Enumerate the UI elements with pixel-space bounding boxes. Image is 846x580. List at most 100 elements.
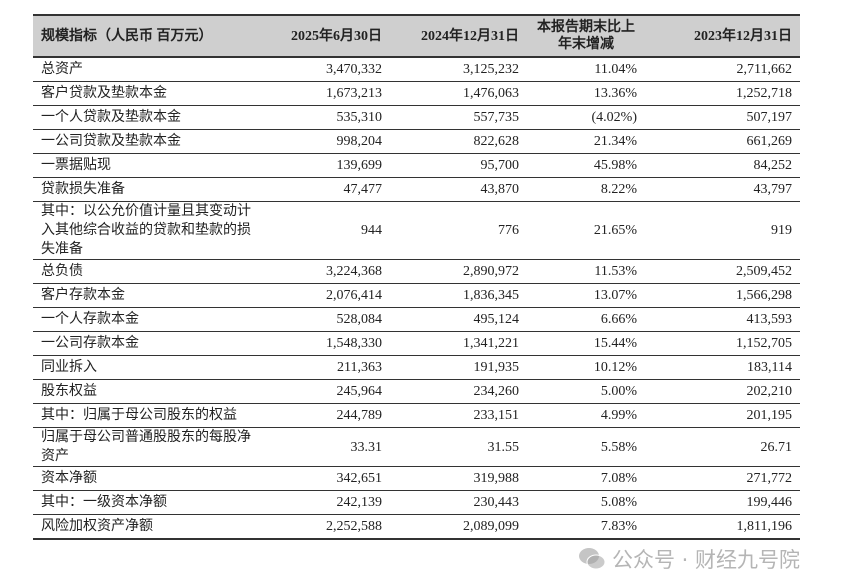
cell-value: 199,446 [645,490,800,515]
cell-value: 6.66% [527,307,645,332]
cell-value: 271,772 [645,466,800,491]
cell-value: 234,260 [390,379,527,404]
table-row: 同业拆入 211,363 191,935 10.12% 183,114 [33,355,800,380]
cell-value: 11.53% [527,259,645,284]
table-row: 资本净额 342,651 319,988 7.08% 271,772 [33,466,800,491]
cell-value: 47,477 [260,177,390,202]
cell-value: 528,084 [260,307,390,332]
table-row: 贷款损失准备 47,477 43,870 8.22% 43,797 [33,177,800,202]
cell-value: 15.44% [527,331,645,356]
cell-value: 2,089,099 [390,514,527,540]
header-indicator: 规模指标（人民币 百万元） [33,14,260,58]
cell-value: 21.34% [527,129,645,154]
cell-value: 211,363 [260,355,390,380]
cell-value: 507,197 [645,105,800,130]
row-label: 一公司存款本金 [33,331,260,356]
cell-value: 998,204 [260,129,390,154]
cell-value: 319,988 [390,466,527,491]
cell-value: 4.99% [527,403,645,428]
row-label: 一个人存款本金 [33,307,260,332]
cell-value: 31.55 [390,427,527,467]
table-row: 其中：一级资本净额 242,139 230,443 5.08% 199,446 [33,490,800,515]
cell-value: 43,797 [645,177,800,202]
row-label: 股东权益 [33,379,260,404]
cell-value: 13.36% [527,81,645,106]
cell-value: 233,151 [390,403,527,428]
table-row: 一公司贷款及垫款本金 998,204 822,628 21.34% 661,269 [33,129,800,154]
table-row: 客户贷款及垫款本金 1,673,213 1,476,063 13.36% 1,252,7… [33,81,800,106]
cell-value: 33.31 [260,427,390,467]
cell-value: 2,890,972 [390,259,527,284]
cell-value: 95,700 [390,153,527,178]
row-label: 客户存款本金 [33,283,260,308]
table-row: 一个人贷款及垫款本金 535,310 557,735 (4.02%) 507,197 [33,105,800,130]
header-2025-06-30: 2025年6月30日 [260,14,390,58]
cell-value: 5.00% [527,379,645,404]
row-label: 同业拆入 [33,355,260,380]
table-row: 归属于母公司普通股股东的每股净资产 33.31 31.55 5.58% 26.71 [33,427,800,467]
cell-value: 919 [645,201,800,260]
cell-value: 1,476,063 [390,81,527,106]
cell-value: 43,870 [390,177,527,202]
cell-value: 1,341,221 [390,331,527,356]
table-row: 风险加权资产净额 2,252,588 2,089,099 7.83% 1,811,196 [33,514,800,540]
table-row: 一票据贴现 139,699 95,700 45.98% 84,252 [33,153,800,178]
cell-value: 191,935 [390,355,527,380]
row-label: 一个人贷款及垫款本金 [33,105,260,130]
cell-value: 3,125,232 [390,57,527,82]
table-row: 总负债 3,224,368 2,890,972 11.53% 2,509,452 [33,259,800,284]
cell-value: (4.02%) [527,105,645,130]
cell-value: 342,651 [260,466,390,491]
cell-value: 242,139 [260,490,390,515]
cell-value: 84,252 [645,153,800,178]
wechat-icon [578,548,606,570]
cell-value: 244,789 [260,403,390,428]
cell-value: 2,252,588 [260,514,390,540]
row-label: 风险加权资产净额 [33,514,260,540]
row-label: 归属于母公司普通股股东的每股净资产 [33,427,260,467]
cell-value: 13.07% [527,283,645,308]
cell-value: 1,673,213 [260,81,390,106]
row-label: 资本净额 [33,466,260,491]
row-label: 贷款损失准备 [33,177,260,202]
cell-value: 1,152,705 [645,331,800,356]
cell-value: 5.58% [527,427,645,467]
cell-value: 26.71 [645,427,800,467]
cell-value: 11.04% [527,57,645,82]
row-label: 总负债 [33,259,260,284]
table-row: 一个人存款本金 528,084 495,124 6.66% 413,593 [33,307,800,332]
header-2024-12-31: 2024年12月31日 [390,14,527,58]
table-row: 其中：归属于母公司股东的权益 244,789 233,151 4.99% 201,195 [33,403,800,428]
table-header-row: 规模指标（人民币 百万元） 2025年6月30日 2024年12月31日 本报告… [33,14,800,58]
table-row: 客户存款本金 2,076,414 1,836,345 13.07% 1,566,298 [33,283,800,308]
cell-value: 202,210 [645,379,800,404]
table-row: 总资产 3,470,332 3,125,232 11.04% 2,711,662 [33,57,800,82]
cell-value: 7.83% [527,514,645,540]
cell-value: 822,628 [390,129,527,154]
row-label: 总资产 [33,57,260,82]
cell-value: 45.98% [527,153,645,178]
cell-value: 2,509,452 [645,259,800,284]
cell-value: 557,735 [390,105,527,130]
watermark-text: 公众号 · 财经九号院 [611,548,800,572]
watermark: 公众号 · 财经九号院 [33,544,800,574]
row-label: 一票据贴现 [33,153,260,178]
table-row: 其中：以公允价值计量且其变动计入其他综合收益的贷款和垫款的损失准备 944 776 2… [33,201,800,260]
cell-value: 495,124 [390,307,527,332]
header-2023-12-31: 2023年12月31日 [645,14,800,58]
scale-indicators-table: 规模指标（人民币 百万元） 2025年6月30日 2024年12月31日 本报告… [33,14,800,540]
cell-value: 245,964 [260,379,390,404]
row-label: 一公司贷款及垫款本金 [33,129,260,154]
cell-value: 1,548,330 [260,331,390,356]
cell-value: 3,470,332 [260,57,390,82]
cell-value: 2,076,414 [260,283,390,308]
cell-value: 201,195 [645,403,800,428]
table-row: 一公司存款本金 1,548,330 1,341,221 15.44% 1,152,705 [33,331,800,356]
cell-value: 183,114 [645,355,800,380]
cell-value: 5.08% [527,490,645,515]
cell-value: 139,699 [260,153,390,178]
cell-value: 1,252,718 [645,81,800,106]
cell-value: 776 [390,201,527,260]
row-label: 其中：以公允价值计量且其变动计入其他综合收益的贷款和垫款的损失准备 [33,201,260,260]
